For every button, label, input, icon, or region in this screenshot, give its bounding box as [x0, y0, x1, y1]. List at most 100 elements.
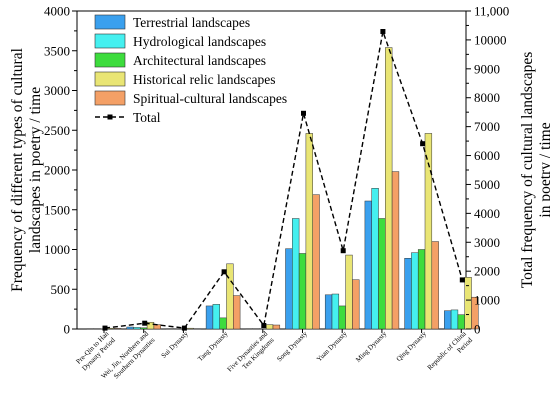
category-label-2-line-0: Sui Dynasty [160, 329, 190, 359]
right-tick-label-5: 5000 [474, 177, 500, 192]
legend-swatch-4 [94, 90, 126, 106]
bar-2-6 [338, 305, 346, 330]
right-tick-label-9: 9000 [474, 61, 500, 76]
total-point-8 [420, 141, 426, 147]
total-point-4 [261, 323, 267, 328]
legend-swatch-3 [94, 71, 126, 87]
right-axis-title: Total frequency of cultural landscapesin… [519, 52, 550, 288]
total-point-1 [142, 320, 148, 326]
legend-swatch-0 [94, 14, 126, 30]
bar-2-5 [298, 253, 307, 330]
left-axis: 0 500 1000 1500 2000 2500 3000 3500 4000 [44, 4, 77, 337]
bar-4-3 [233, 295, 241, 330]
bar-4-6 [352, 279, 360, 330]
right-tick-label-1: 1000 [474, 293, 500, 308]
total-point-7 [380, 29, 386, 34]
bar-1-3 [212, 304, 220, 330]
category-label-8: Qing Dynasty [395, 329, 429, 363]
legend-label-2: Architectural landscapes [133, 53, 266, 68]
bar-4-7 [391, 171, 400, 330]
category-label-5: Song Dynasty [275, 329, 309, 363]
bar-0-3 [205, 305, 214, 330]
right-axis-title-line-0: Total frequency of cultural landscapes [519, 52, 536, 288]
right-tick-label-11: 11,000 [474, 4, 509, 19]
category-label-7: Ming Dynasty [354, 329, 388, 363]
right-axis: 0 1000 2000 3000 4000 5000 6000 7000 8000 9000 100… [466, 4, 509, 337]
bar-1-1 [133, 327, 141, 330]
total-point-2 [181, 325, 187, 331]
left-tick-label-3: 1500 [44, 202, 70, 217]
right-tick-label-3: 3000 [474, 235, 500, 250]
total-line [104, 28, 463, 329]
left-tick-label-8: 4000 [44, 4, 70, 19]
right-tick-label-0: 0 [474, 322, 481, 337]
category-label-2: Sui Dynasty [160, 329, 190, 359]
bar-1-9 [450, 309, 459, 330]
category-label-3-line-0: Tang Dynasty [196, 329, 230, 363]
bar-1-8 [411, 252, 419, 330]
left-tick-label-7: 3500 [44, 43, 70, 58]
left-tick-label-4: 2000 [44, 163, 70, 178]
left-axis-title-line-1: landscapes in poetry / time [27, 87, 44, 253]
bar-0-1 [126, 326, 134, 330]
bar-0-9 [444, 310, 452, 330]
legend-label-total: Total [133, 110, 161, 125]
total-point-6 [340, 248, 346, 254]
total-point-5 [301, 110, 306, 116]
bar-3-8 [424, 133, 433, 330]
bar-0-5 [285, 248, 293, 330]
bar-4-4 [272, 324, 281, 330]
category-label-3: Tang Dynasty [196, 329, 230, 363]
category-label-4: Five Dynasties andTen Kingdoms [226, 329, 276, 379]
legend-swatch-2 [94, 52, 126, 68]
bar-0-7 [364, 200, 372, 330]
legend-label-4: Spiritual-cultural landscapes [133, 91, 287, 106]
bar-3-7 [385, 47, 393, 330]
bar-4-5 [312, 194, 320, 330]
right-tick-label-2: 2000 [474, 264, 500, 279]
category-label-8-line-0: Qing Dynasty [395, 329, 429, 363]
legend-label-1: Hydrological landscapes [133, 34, 266, 49]
left-tick-label-2: 1000 [44, 242, 70, 257]
bar-2-1 [140, 327, 148, 330]
left-tick-label-1: 500 [51, 282, 71, 297]
bar-0-8 [404, 258, 412, 330]
bar-1-6 [331, 293, 340, 330]
legend-total-marker [107, 114, 113, 120]
right-axis-title-line-1: in poetry / time [537, 122, 550, 217]
legend-label-0: Terrestrial landscapes [133, 15, 250, 30]
left-axis-title-line-0: Frequency of different types of cultural [9, 48, 26, 292]
bar-2-8 [417, 249, 426, 330]
left-axis-title: Frequency of different types of cultural… [9, 48, 44, 292]
left-tick-label-6: 3000 [44, 83, 70, 98]
category-label-6-line-0: Yuan Dynasty [315, 329, 349, 363]
right-tick-label-7: 7000 [474, 119, 500, 134]
right-tick-label-4: 4000 [474, 206, 500, 221]
bar-3-5 [305, 133, 313, 330]
bar-0-6 [324, 294, 333, 330]
axis-titles: Frequency of different types of cultural… [9, 48, 550, 292]
category-label-9: Republic of ChinaPeriod [426, 329, 475, 378]
bar-2-3 [219, 317, 227, 330]
bar-2-7 [378, 218, 386, 330]
left-tick-label-5: 2500 [44, 123, 70, 138]
bar-3-2 [186, 327, 194, 330]
total-point-3 [221, 269, 227, 275]
bar-3-9 [464, 277, 472, 330]
category-label-5-line-0: Song Dynasty [275, 329, 309, 363]
left-tick-label-0: 0 [64, 322, 71, 337]
right-tick-label-6: 6000 [474, 148, 500, 163]
right-tick-label-8: 8000 [474, 90, 500, 105]
category-label-7-line-0: Ming Dynasty [354, 329, 388, 363]
bar-4-0 [113, 328, 122, 330]
total-point-9 [459, 277, 465, 283]
legend-label-3: Historical relic landscapes [133, 72, 275, 87]
legend: Terrestrial landscapes Hydrological lands… [94, 14, 287, 125]
bars-layer [86, 47, 479, 330]
bar-3-6 [345, 254, 353, 330]
bar-3-4 [265, 324, 274, 330]
total-line-layer [102, 28, 465, 331]
bar-2-9 [457, 314, 465, 330]
